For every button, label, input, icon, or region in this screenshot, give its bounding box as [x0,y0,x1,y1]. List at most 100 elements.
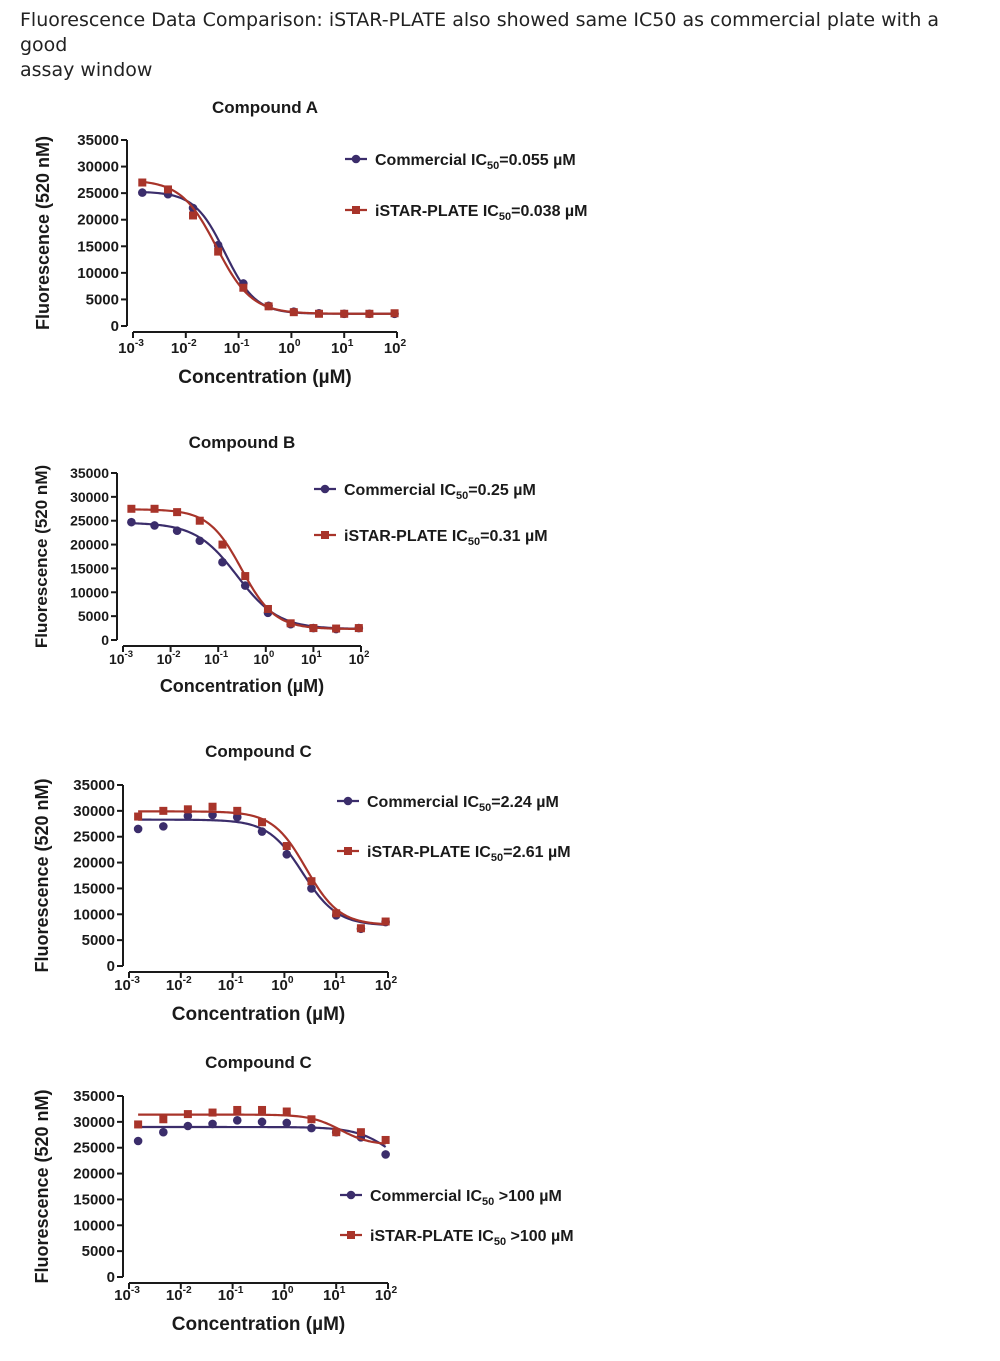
y-tick-label: 10000 [73,906,115,923]
y-tick-label: 25000 [70,513,109,529]
data-point [282,1118,292,1128]
data-point [340,309,349,318]
x-tick-base: 10 [118,340,135,357]
legend-subscript: 50 [499,211,511,223]
y-tick-label: 30000 [70,489,109,505]
x-tick-label: 101 [323,1285,346,1304]
data-point [137,188,147,197]
data-point [133,824,143,834]
data-point [381,1135,390,1144]
x-tick-exponent: -1 [234,975,243,986]
legend-label: iSTAR-PLATE IC50=0.31 µM [344,528,548,548]
legend-prefix: Commercial IC [344,482,456,499]
legend-suffix: =0.055 µM [499,152,575,169]
legend-marker [351,154,361,164]
data-point [307,1123,316,1133]
x-tick-label: 101 [323,975,346,994]
data-point [134,1120,143,1129]
data-point [195,516,204,525]
x-tick-exponent: 1 [348,338,354,349]
y-tick-label: 20000 [73,855,115,872]
data-point [173,508,182,517]
data-point [356,924,365,933]
data-point [159,806,168,815]
legend-suffix: =2.61 µM [503,844,570,861]
legend-item-istar-plate: iSTAR-PLATE IC50=0.31 µM [314,528,548,548]
series-istar-plate [134,1105,390,1145]
x-tick-exponent: -2 [172,649,180,660]
x-tick-label: 10-3 [114,1285,140,1304]
fit-curve [138,1113,386,1145]
y-tick-label: 30000 [77,159,119,176]
x-tick-base: 10 [224,340,241,357]
data-point [240,581,250,590]
y-tick-label: 15000 [77,238,119,255]
data-point [233,806,242,815]
data-point [195,536,205,546]
x-tick-exponent: 1 [340,1285,346,1296]
legend-label: Commercial IC50 >100 µM [370,1188,562,1208]
y-tick-label: 10000 [70,584,109,600]
legend-prefix: Commercial IC [375,152,487,169]
x-tick-label: 102 [375,975,398,994]
data-point [218,557,227,567]
y-tick-label: 30000 [73,1114,115,1131]
x-tick-label: 10-3 [118,338,144,357]
legend-subscript: 50 [479,802,491,814]
x-tick-label: 10-1 [224,338,250,357]
data-point [239,283,248,292]
y-tick-label: 0 [107,958,115,975]
x-tick-exponent: -3 [125,649,133,660]
data-point [133,1136,143,1146]
x-tick-base: 10 [331,340,348,357]
x-tick-base: 10 [109,651,125,667]
legend-prefix: iSTAR-PLATE IC [375,203,499,220]
legend-suffix: =0.31 µM [480,528,547,545]
x-tick-base: 10 [166,1287,183,1304]
x-tick-base: 10 [349,651,365,667]
x-tick-exponent: 0 [295,338,301,349]
y-tick-label: 0 [107,1269,115,1286]
data-point [263,604,272,613]
y-tick-label: 5000 [86,291,119,308]
chart-compound-b: Compound B 0 5000 10000 15000 20000 25000 30000… [32,433,548,696]
data-point [390,309,399,318]
heading-line-2: assay window [20,59,153,81]
x-tick-base: 10 [218,1287,235,1304]
y-tick-label: 5000 [78,608,109,624]
data-point [208,802,217,811]
x-tick-exponent: -2 [188,338,197,349]
legend-subscript: 50 [456,490,468,502]
legend-item-commercial: Commercial IC50 >100 µM [340,1188,562,1208]
data-point [332,1128,341,1137]
x-tick-base: 10 [323,977,340,994]
data-point [183,811,193,821]
data-point [183,1110,192,1119]
legend-marker [343,796,353,806]
legend-suffix: >100 µM [494,1188,561,1205]
y-tick-label: 35000 [77,132,119,149]
legend-marker [344,847,352,855]
x-tick-label: 10-2 [166,1285,192,1304]
x-tick-base: 10 [157,651,173,667]
series-istar-plate [127,504,363,633]
legend-label: Commercial IC50=2.24 µM [367,794,559,814]
data-point [208,1108,217,1117]
x-tick-label: 100 [253,649,274,667]
data-point [214,247,223,256]
x-tick-label: 10-1 [204,649,229,667]
data-point [134,812,143,821]
x-tick-label: 10-3 [109,649,133,667]
data-point [332,624,341,633]
data-point [286,619,295,628]
y-tick-label: 25000 [73,1140,115,1157]
data-point [208,1119,217,1129]
y-axis-label: Fluorescence (520 nM) [32,465,51,648]
data-point [183,805,192,814]
x-tick-exponent: -3 [131,975,140,986]
x-tick-label: 10-1 [218,975,244,994]
y-tick-label: 0 [111,318,119,335]
legend-suffix: =0.038 µM [511,203,587,220]
x-tick-base: 10 [204,651,220,667]
data-point [183,1121,193,1131]
